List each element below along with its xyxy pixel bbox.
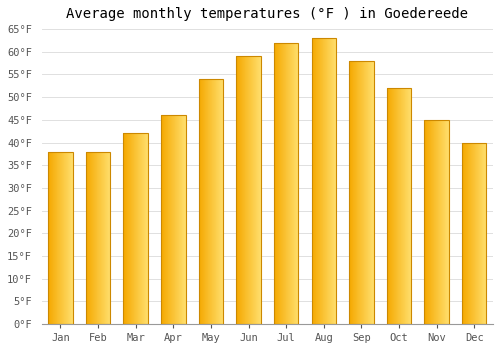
- Bar: [124, 133, 148, 324]
- Bar: [236, 56, 261, 324]
- Bar: [349, 61, 374, 324]
- Bar: [424, 120, 449, 324]
- Bar: [274, 43, 298, 324]
- Bar: [48, 152, 72, 324]
- Bar: [387, 88, 411, 324]
- Bar: [198, 79, 223, 324]
- Title: Average monthly temperatures (°F ) in Goedereede: Average monthly temperatures (°F ) in Go…: [66, 7, 468, 21]
- Bar: [86, 152, 110, 324]
- Bar: [312, 38, 336, 324]
- Bar: [161, 115, 186, 324]
- Bar: [462, 142, 486, 324]
